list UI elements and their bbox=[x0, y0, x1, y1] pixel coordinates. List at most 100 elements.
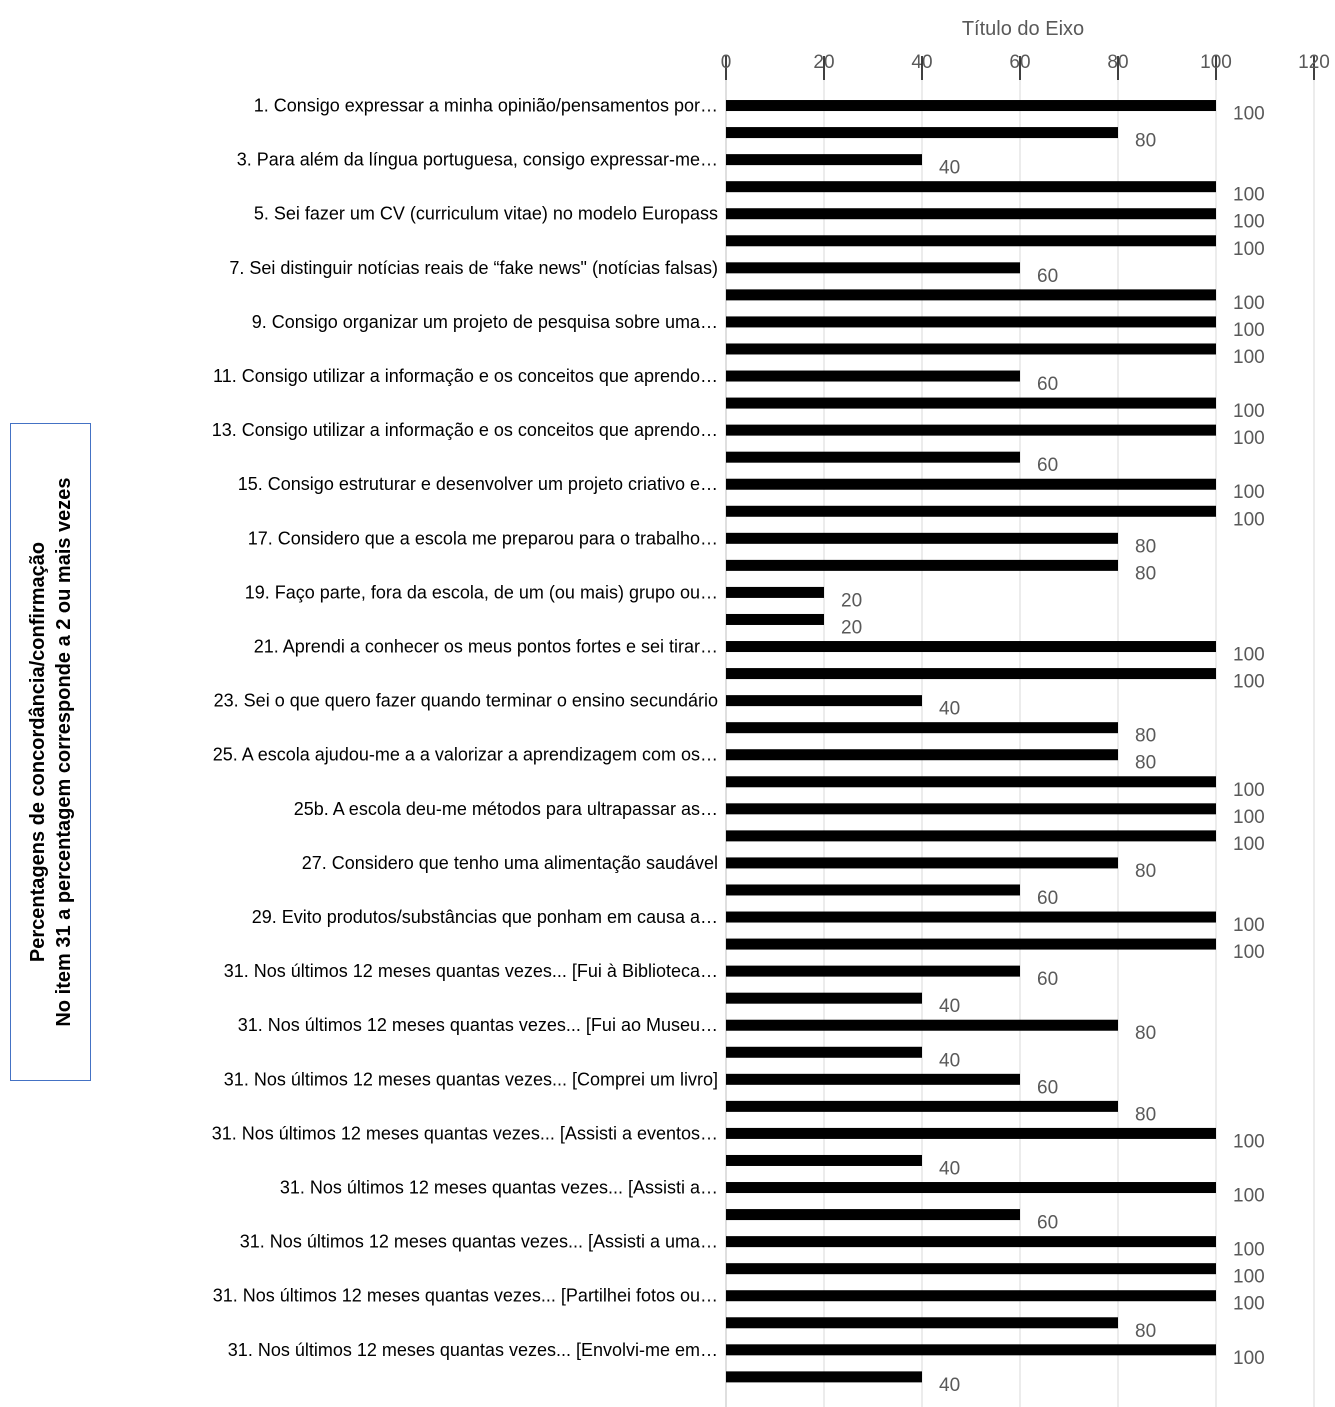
bar bbox=[726, 235, 1216, 247]
bar bbox=[726, 451, 1020, 463]
bar bbox=[726, 586, 824, 598]
bar bbox=[726, 857, 1118, 869]
y-axis-title: Percentagens de concordância/confirmação… bbox=[25, 477, 77, 1026]
data-label: 40 bbox=[939, 1050, 960, 1071]
bar bbox=[726, 992, 922, 1004]
y-axis-title-line-2: No item 31 a percentagem corresponde a 2… bbox=[52, 477, 75, 1027]
data-label: 60 bbox=[1037, 1077, 1058, 1098]
bar bbox=[726, 1154, 922, 1166]
bar bbox=[726, 641, 1216, 653]
bar bbox=[726, 100, 1216, 112]
bar bbox=[726, 1127, 1216, 1139]
data-labels: 100 80 40 100 100 100 60 100 100 100 60 100 100 60 100… bbox=[841, 104, 1265, 1396]
bar bbox=[726, 208, 1216, 220]
bar bbox=[726, 803, 1216, 815]
data-label: 80 bbox=[1135, 1104, 1156, 1125]
category-label: 31. Nos últimos 12 meses quantas vezes..… bbox=[212, 1123, 718, 1143]
category-label: 15. Consigo estruturar e desenvolver um … bbox=[238, 474, 718, 494]
data-label: 60 bbox=[1037, 374, 1058, 395]
bar bbox=[726, 776, 1216, 788]
x-axis-ticks: 0 20 40 60 80 100 120 bbox=[721, 52, 1330, 80]
bar bbox=[726, 505, 1216, 517]
data-label: 20 bbox=[841, 590, 862, 611]
bar bbox=[726, 613, 824, 625]
x-tick-label: 60 bbox=[1009, 52, 1030, 73]
data-label: 100 bbox=[1233, 212, 1265, 233]
data-label: 100 bbox=[1233, 347, 1265, 368]
bar bbox=[726, 397, 1216, 409]
bar bbox=[726, 424, 1216, 436]
bar bbox=[726, 965, 1020, 977]
data-label: 80 bbox=[1135, 1023, 1156, 1044]
data-label: 100 bbox=[1233, 1294, 1265, 1315]
data-label: 100 bbox=[1233, 780, 1265, 801]
category-label: 25. A escola ajudou-me a a valorizar a a… bbox=[213, 745, 718, 765]
bar bbox=[726, 532, 1118, 544]
data-label: 80 bbox=[1135, 726, 1156, 747]
bar bbox=[726, 1182, 1216, 1194]
y-axis-title-box: Percentagens de concordância/confirmação… bbox=[10, 423, 91, 1081]
data-label: 100 bbox=[1233, 1348, 1265, 1369]
category-label: 21. Aprendi a conhecer os meus pontos fo… bbox=[254, 637, 718, 657]
data-label: 100 bbox=[1233, 104, 1265, 125]
bar bbox=[726, 1317, 1118, 1329]
data-label: 80 bbox=[1135, 753, 1156, 774]
data-label: 100 bbox=[1233, 482, 1265, 503]
category-label: 25b. A escola deu-me métodos para ultrap… bbox=[294, 799, 718, 819]
data-label: 40 bbox=[939, 699, 960, 720]
category-label: 31. Nos últimos 12 meses quantas vezes..… bbox=[224, 961, 718, 981]
bar bbox=[726, 262, 1020, 274]
bar bbox=[726, 749, 1118, 761]
data-label: 40 bbox=[939, 996, 960, 1017]
category-label: 19. Faço parte, fora da escola, de um (o… bbox=[245, 582, 718, 602]
category-label: 17. Considero que a escola me preparou p… bbox=[248, 528, 718, 548]
bar bbox=[726, 478, 1216, 490]
y-axis-title-line-1: Percentagens de concordância/confirmação bbox=[26, 541, 49, 963]
bar bbox=[726, 289, 1216, 301]
data-label: 100 bbox=[1233, 320, 1265, 341]
bar bbox=[726, 1290, 1216, 1302]
data-label: 40 bbox=[939, 1375, 960, 1396]
data-label: 100 bbox=[1233, 1131, 1265, 1152]
category-label: 31. Nos últimos 12 meses quantas vezes..… bbox=[224, 1069, 718, 1089]
bar bbox=[726, 1073, 1020, 1085]
category-label: 13. Consigo utilizar a informação e os c… bbox=[212, 420, 718, 440]
bar bbox=[726, 181, 1216, 193]
data-label: 20 bbox=[841, 617, 862, 638]
data-label: 100 bbox=[1233, 293, 1265, 314]
bar bbox=[726, 722, 1118, 734]
x-tick-label: 40 bbox=[911, 52, 932, 73]
bar bbox=[726, 1209, 1020, 1221]
data-label: 100 bbox=[1233, 645, 1265, 666]
data-label: 60 bbox=[1037, 969, 1058, 990]
category-label: 11. Consigo utilizar a informação e os c… bbox=[213, 366, 718, 386]
bar bbox=[726, 316, 1216, 328]
data-label: 80 bbox=[1135, 536, 1156, 557]
bars bbox=[726, 100, 1216, 1383]
x-tick-label: 120 bbox=[1298, 52, 1330, 73]
x-axis-title: Título do Eixo bbox=[962, 18, 1084, 40]
bar bbox=[726, 343, 1216, 355]
bar bbox=[726, 154, 922, 166]
category-label: 31. Nos últimos 12 meses quantas vezes..… bbox=[280, 1178, 718, 1198]
data-label: 100 bbox=[1233, 239, 1265, 260]
bar bbox=[726, 1236, 1216, 1248]
category-label: 23. Sei o que quero fazer quando termina… bbox=[214, 691, 718, 711]
x-tick-label: 80 bbox=[1107, 52, 1128, 73]
data-label: 80 bbox=[1135, 563, 1156, 584]
data-label: 100 bbox=[1233, 1267, 1265, 1288]
category-label: 3. Para além da língua portuguesa, consi… bbox=[237, 150, 718, 170]
bar bbox=[726, 1100, 1118, 1112]
bar bbox=[726, 911, 1216, 923]
data-label: 100 bbox=[1233, 807, 1265, 828]
bar bbox=[726, 830, 1216, 842]
x-tick-label: 0 bbox=[721, 52, 732, 73]
data-label: 40 bbox=[939, 158, 960, 179]
bar bbox=[726, 1263, 1216, 1275]
category-label: 7. Sei distinguir notícias reais de “fak… bbox=[229, 258, 718, 278]
bar bbox=[726, 1019, 1118, 1031]
data-label: 100 bbox=[1233, 428, 1265, 449]
data-label: 60 bbox=[1037, 266, 1058, 287]
data-label: 100 bbox=[1233, 1240, 1265, 1261]
